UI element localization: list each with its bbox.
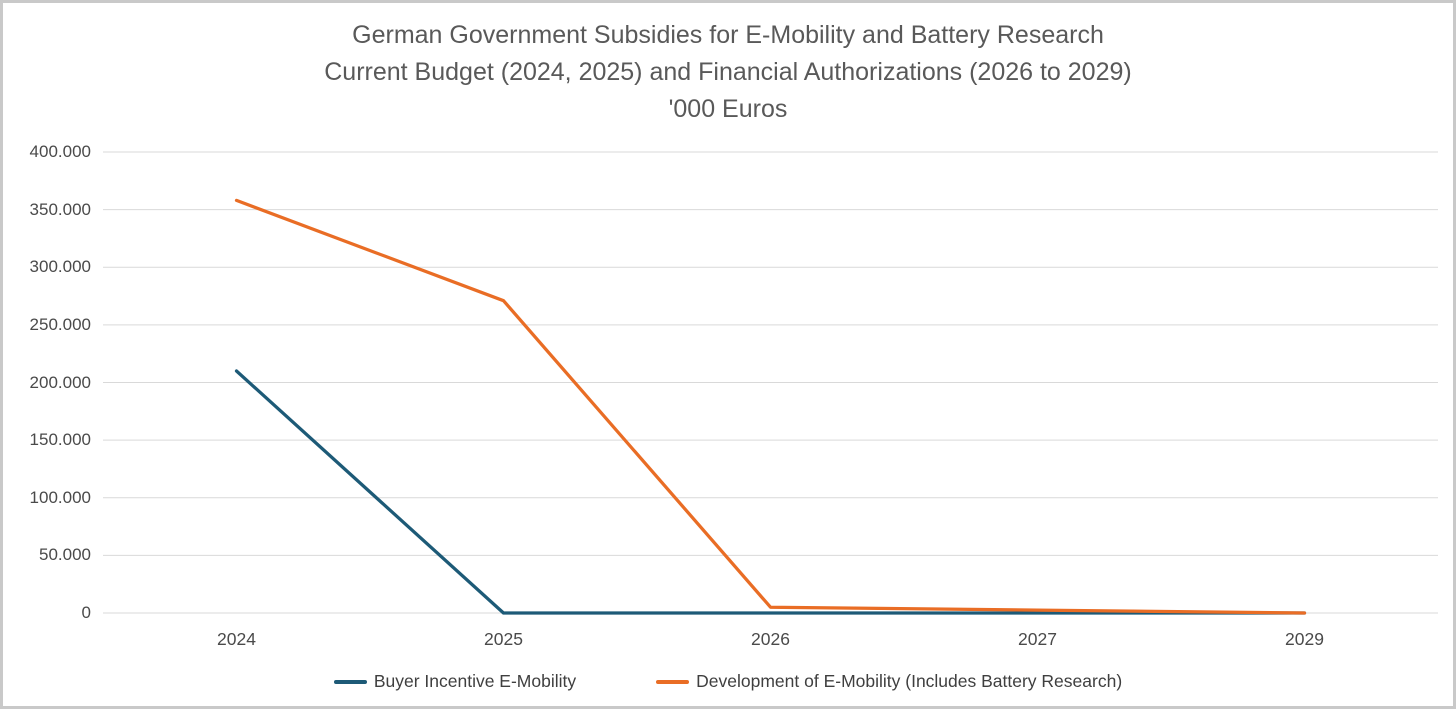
y-tick-label: 300.000	[29, 257, 91, 277]
chart-title-line-1: German Government Subsidies for E-Mobili…	[352, 21, 1104, 49]
legend: Buyer Incentive E-Mobility Development of…	[3, 671, 1453, 692]
legend-label: Development of E-Mobility (Includes Batt…	[696, 671, 1123, 691]
y-tick-label: 0	[81, 603, 91, 622]
series-line-1	[234, 198, 1307, 615]
legend-line-swatch	[656, 679, 690, 684]
chart-title-line-3: '000 Euros	[668, 95, 788, 123]
legend-label: Buyer Incentive E-Mobility	[373, 671, 577, 691]
y-tick-label: 150.000	[29, 430, 91, 450]
y-tick-label: 250.000	[29, 314, 91, 334]
x-tick-label: 2027	[1018, 629, 1057, 649]
x-tick-label: 2029	[1285, 629, 1324, 649]
y-tick-label: 100.000	[29, 487, 91, 507]
legend-line-swatch	[333, 679, 367, 684]
plot-area	[103, 151, 1438, 615]
x-tick-label: 2025	[484, 629, 523, 649]
y-tick-label: 350.000	[29, 199, 91, 219]
y-tick-label: 200.000	[29, 372, 91, 392]
legend-item-0: Buyer Incentive E-Mobility	[333, 671, 577, 692]
x-tick-label: 2026	[751, 629, 790, 649]
legend-item-1: Development of E-Mobility (Includes Batt…	[656, 671, 1122, 692]
chart-title: German Government Subsidies for E-Mobili…	[3, 17, 1453, 128]
chart-title-line-2: Current Budget (2024, 2025) and Financia…	[324, 58, 1132, 86]
series-line-0	[234, 369, 1307, 615]
x-tick-label: 2024	[217, 629, 256, 649]
y-tick-label: 400.000	[29, 142, 91, 161]
y-tick-label: 50.000	[39, 545, 91, 565]
